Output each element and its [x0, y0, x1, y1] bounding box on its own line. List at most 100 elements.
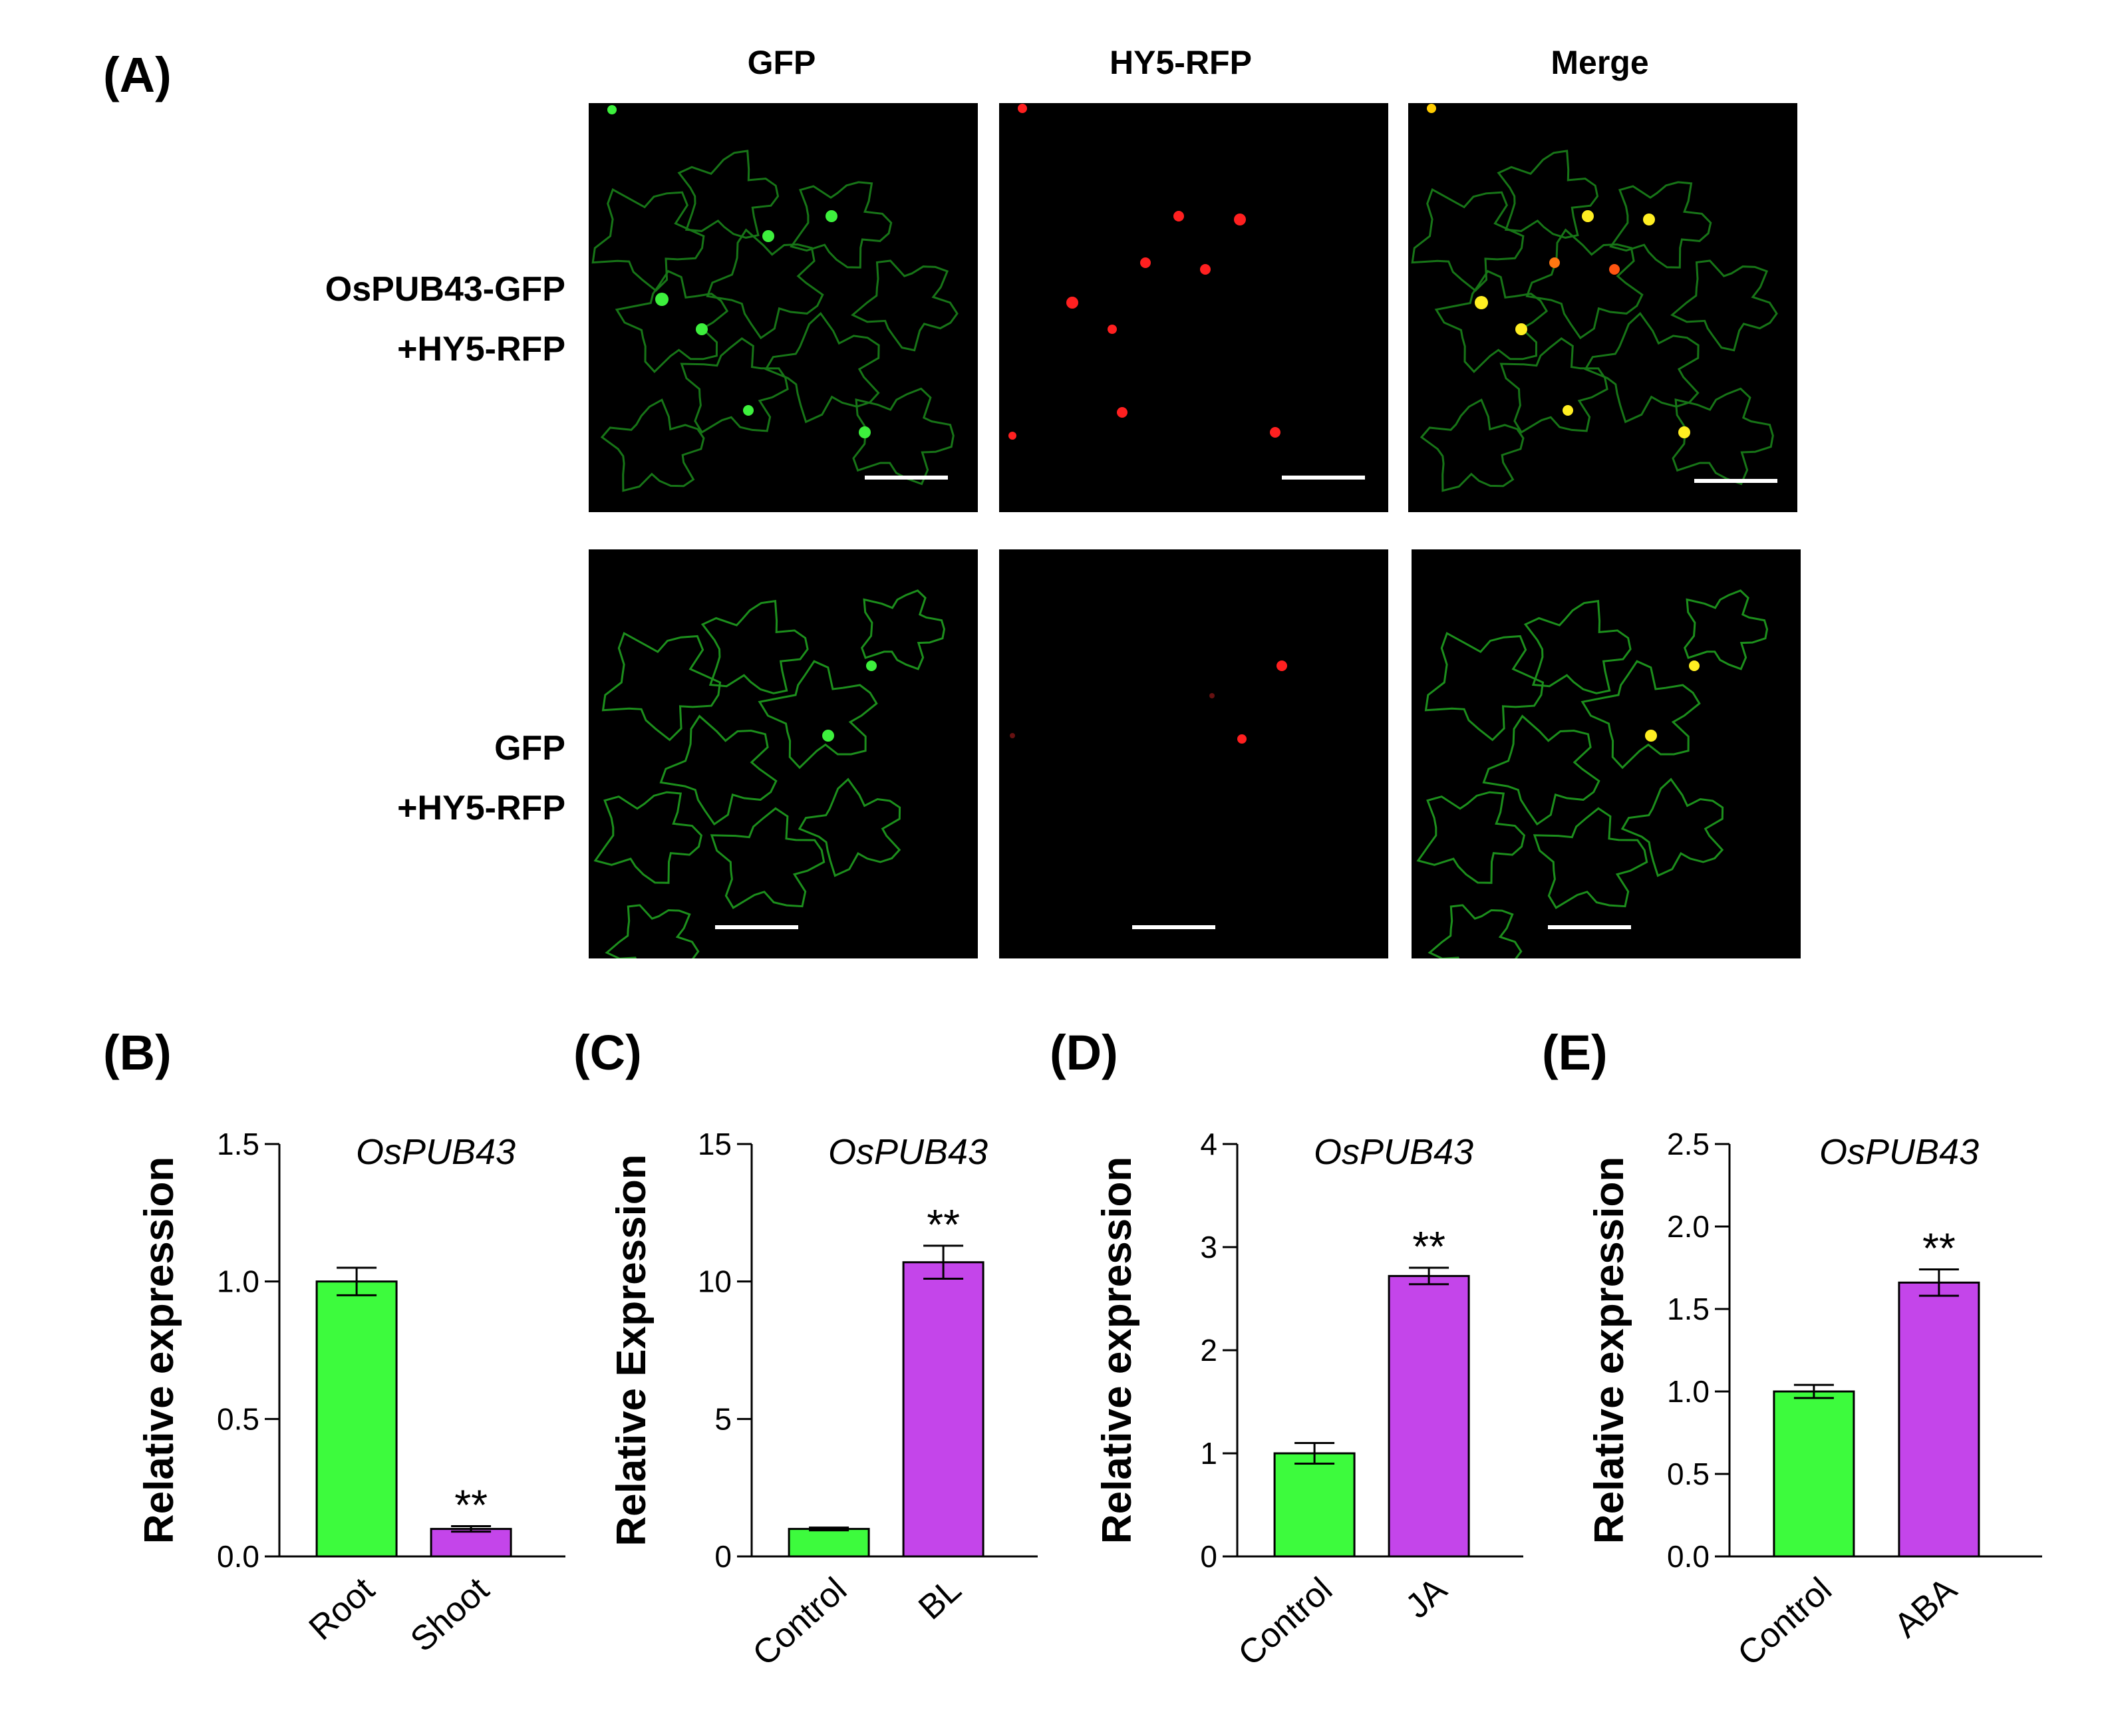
- panel-d-label: (D): [1050, 1025, 1118, 1080]
- y-tick-label: 5: [714, 1401, 732, 1436]
- nucleus-dot: [859, 426, 871, 438]
- x-tick-label: BL: [911, 1570, 969, 1628]
- nucleus-dot: [1515, 323, 1527, 335]
- nucleus-dot: [1678, 426, 1690, 438]
- micrograph-row2-gfp: [589, 549, 978, 958]
- row-label-line1: OsPUB43-GFP: [325, 270, 565, 309]
- x-tick-label: Shoot: [403, 1570, 496, 1659]
- nucleus-dot: [1645, 730, 1657, 742]
- scale-bar: [1694, 479, 1777, 483]
- cell-outlines: [1416, 589, 1769, 958]
- nucleus-dot: [743, 405, 754, 416]
- nucleus-dot: [1582, 210, 1594, 222]
- y-tick-label: 1.0: [1667, 1374, 1710, 1409]
- row-label-line2: +HY5-RFP: [397, 789, 565, 827]
- bar-0: [315, 1280, 398, 1558]
- bar-0: [1773, 1390, 1855, 1558]
- row-label-line1: GFP: [494, 729, 565, 768]
- scale-bar: [865, 476, 948, 480]
- nucleus-dot: [1609, 264, 1620, 275]
- significance-mark: **: [454, 1481, 488, 1529]
- x-tick-label: JA: [1398, 1570, 1454, 1626]
- x-tick-label: Root: [302, 1570, 382, 1648]
- cell-outlines: [591, 150, 959, 492]
- nucleus-dot: [1643, 214, 1655, 225]
- micrograph-row2-rfp: [999, 549, 1388, 958]
- panel-b-label: (B): [103, 1025, 172, 1080]
- nucleus-dot: [826, 210, 837, 222]
- y-tick-label: 3: [1200, 1230, 1217, 1264]
- y-tick-label: 1.5: [217, 1127, 259, 1161]
- y-tick-label: 0.0: [1667, 1539, 1710, 1574]
- nucleus-dot: [1270, 427, 1280, 438]
- column-header-gfp: GFP: [747, 44, 816, 81]
- nucleus-dot: [1427, 104, 1436, 113]
- y-tick-label: 0: [1200, 1539, 1217, 1574]
- chart-b: 0.0 0.5 1.0 1.5 Relative expression OsPUB43 Ro…: [100, 1091, 579, 1723]
- micrograph-row1-rfp: [999, 103, 1388, 512]
- scale-bar: [715, 925, 798, 929]
- column-header-hy5-rfp: HY5-RFP: [1110, 44, 1252, 81]
- x-tick-label: Control: [1731, 1570, 1839, 1673]
- nucleus-dot: [822, 730, 834, 742]
- y-tick-label: 0.5: [1667, 1457, 1710, 1491]
- y-axis-label: Relative expression: [1094, 1157, 1140, 1544]
- nucleus-dot: [1276, 660, 1287, 671]
- chart-e: 0.0 0.5 1.0 1.5 2.0 2.5 Relative expression OsP…: [1550, 1091, 2055, 1723]
- nucleus-dot: [1234, 214, 1246, 225]
- bar-0: [1273, 1452, 1356, 1558]
- chart-title: OsPUB43: [828, 1132, 988, 1172]
- micrograph-row1-merge: [1408, 103, 1797, 512]
- y-tick-label: 1.5: [1667, 1292, 1710, 1326]
- significance-mark: **: [1412, 1223, 1445, 1270]
- chart-title: OsPUB43: [1819, 1132, 1979, 1172]
- y-axis-label: Relative expression: [136, 1157, 182, 1544]
- row-label-gfp: GFP +HY5-RFP: [153, 718, 565, 838]
- y-axis-label: Relative Expression: [609, 1154, 655, 1546]
- micrograph-row2-merge: [1412, 549, 1801, 958]
- nucleus-dot: [1010, 733, 1015, 738]
- y-tick-label: 10: [698, 1264, 732, 1299]
- nucleus-dot: [866, 660, 877, 671]
- panel-c-label: (C): [573, 1025, 642, 1080]
- scale-bar: [1548, 925, 1631, 929]
- nucleus-dot: [1018, 104, 1027, 113]
- x-tick-label: Control: [746, 1570, 854, 1673]
- nucleus-dot: [1066, 297, 1078, 309]
- nucleus-dot: [1008, 432, 1016, 440]
- significance-mark: **: [1922, 1224, 1956, 1272]
- nucleus-dot: [1563, 405, 1573, 416]
- nucleus-dot: [1549, 257, 1560, 268]
- bar-1: [902, 1261, 984, 1558]
- x-tick-label: Control: [1231, 1570, 1340, 1673]
- y-axis-label: Relative expression: [1586, 1157, 1632, 1544]
- y-tick-label: 0: [714, 1539, 732, 1574]
- cell-outlines: [593, 589, 946, 958]
- nucleus-dot: [1237, 734, 1247, 744]
- y-tick-label: 1.0: [217, 1264, 259, 1299]
- nucleus-dot: [1475, 296, 1488, 309]
- scale-bar: [1282, 476, 1365, 480]
- significance-mark: **: [927, 1201, 960, 1248]
- row-label-line2: +HY5-RFP: [397, 330, 565, 368]
- nucleus-dot: [696, 323, 708, 335]
- y-tick-label: 1: [1200, 1436, 1217, 1471]
- chart-title: OsPUB43: [356, 1132, 516, 1172]
- nucleus-dot: [1108, 325, 1117, 334]
- chart-d: 0 1 2 3 4 Relative expression OsPUB43 Control **…: [1058, 1091, 1537, 1723]
- bar-1: [1898, 1281, 1980, 1558]
- y-tick-label: 2.5: [1667, 1127, 1710, 1161]
- nucleus-dot: [1200, 264, 1211, 275]
- y-tick-label: 0.5: [217, 1401, 259, 1436]
- bar-1: [430, 1528, 512, 1558]
- panel-a-label: (A): [103, 47, 172, 102]
- y-tick-label: 4: [1200, 1127, 1217, 1161]
- chart-c: 0 5 10 15 Relative Expression OsPUB43 Control *…: [572, 1091, 1051, 1723]
- cell-outlines: [1411, 150, 1778, 492]
- bar-1: [1388, 1274, 1470, 1558]
- nucleus-dot: [607, 105, 617, 114]
- row-label-ospub43-gfp: OsPUB43-GFP +HY5-RFP: [153, 259, 565, 379]
- micrograph-row1-gfp: [589, 103, 978, 512]
- y-tick-label: 2.0: [1667, 1209, 1710, 1244]
- chart-title: OsPUB43: [1314, 1132, 1473, 1172]
